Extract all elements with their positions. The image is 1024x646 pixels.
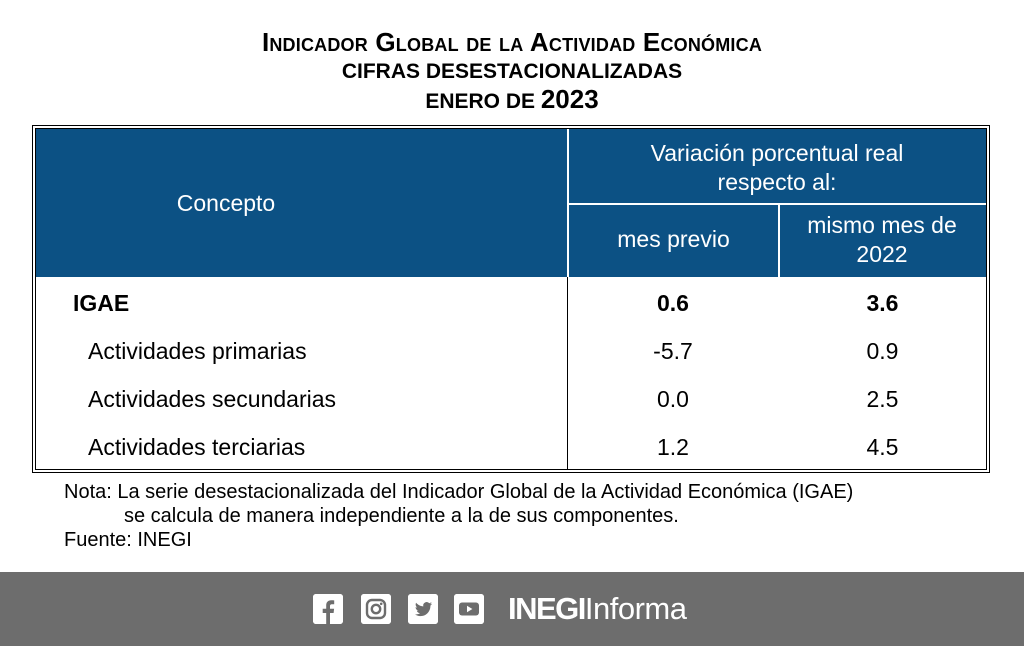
page-subtitle: CIFRAS DESESTACIONALIZADAS	[341, 60, 683, 83]
row-mes-previo: 0.6	[657, 290, 689, 316]
page-title: Indicador Global de la Actividad Económi…	[261, 27, 763, 57]
instagram-icon[interactable]	[361, 594, 391, 624]
body-divider	[567, 277, 568, 469]
header-variacion: Variación porcentual real respecto al:	[650, 140, 904, 195]
row-label: Actividades primarias	[88, 338, 307, 364]
brand-light: Informa	[584, 591, 687, 626]
row-mes-previo: -5.7	[653, 338, 693, 364]
header-divider-subcol	[778, 204, 780, 277]
twitter-icon[interactable]	[408, 594, 438, 624]
note-line-1: Nota: La serie desestacionalizada del In…	[64, 481, 854, 503]
row-mismo-mes: 4.5	[866, 434, 899, 460]
brand-bold: INEGI	[508, 591, 586, 626]
date-year: 2023	[540, 84, 599, 114]
date-prefix: ENERO DE	[425, 90, 541, 113]
header-mismo-mes: mismo mes de 2022	[807, 212, 957, 267]
row-label: Actividades terciarias	[88, 434, 306, 460]
inegi-informa-logo: INEGIInforma	[508, 590, 687, 628]
row-label: Actividades secundarias	[88, 386, 337, 412]
notes-block: Nota: La serie desestacionalizada del In…	[64, 480, 994, 552]
footer-bar: INEGIInforma	[0, 572, 1024, 646]
row-label: IGAE	[73, 290, 130, 316]
row-mes-previo: 0.0	[657, 386, 689, 412]
table-header: Concepto Variación porcentual real respe…	[36, 129, 986, 277]
header-divider-horizontal	[568, 203, 986, 205]
row-mismo-mes: 2.5	[866, 386, 899, 412]
title-block: Indicador Global de la Actividad Económi…	[0, 26, 1024, 116]
table-row: Actividades primarias -5.7 0.9	[36, 327, 986, 375]
page-date: ENERO DE 2023	[0, 85, 1024, 116]
facebook-icon[interactable]	[313, 594, 343, 624]
youtube-icon[interactable]	[454, 594, 484, 624]
table-row: IGAE 0.6 3.6	[36, 279, 986, 327]
table-row: Actividades terciarias 1.2 4.5	[36, 423, 986, 469]
note-line-2: se calcula de manera independiente a la …	[124, 505, 679, 527]
table-outer-border	[32, 125, 990, 473]
row-mes-previo: 1.2	[657, 434, 689, 460]
row-mismo-mes: 0.9	[866, 338, 899, 364]
header-concepto: Concepto	[176, 190, 276, 216]
row-mismo-mes: 3.6	[866, 290, 899, 316]
table-row: Actividades secundarias 0.0 2.5	[36, 375, 986, 423]
source-line: Fuente: INEGI	[64, 529, 192, 551]
data-table: Concepto Variación porcentual real respe…	[35, 128, 987, 470]
header-mes-previo: mes previo	[617, 226, 730, 252]
